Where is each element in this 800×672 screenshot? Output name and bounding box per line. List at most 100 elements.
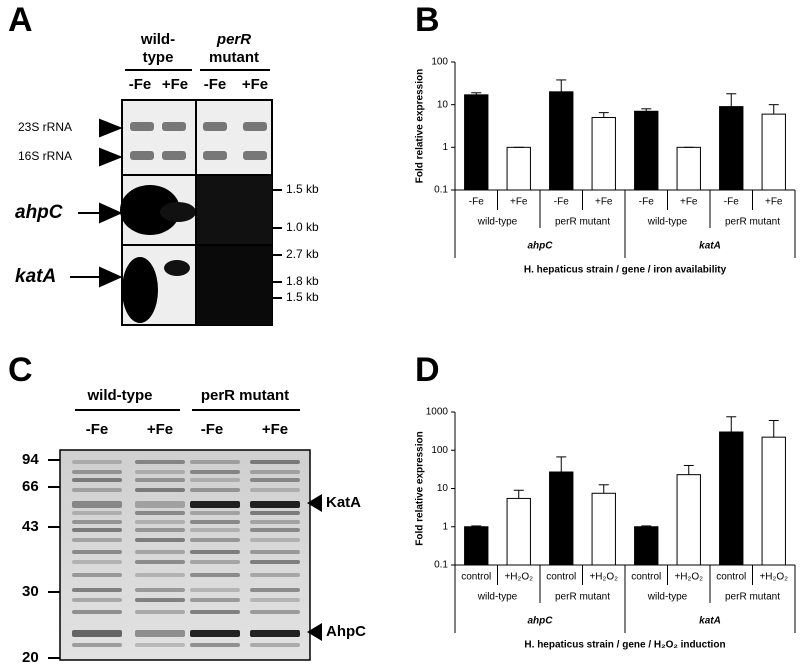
y-axis-label: Fold relative expression [415, 69, 426, 184]
gel-band [72, 598, 122, 602]
row-label: ahpC [15, 202, 63, 223]
group-label: wild- [140, 31, 175, 48]
gene-label: katA [699, 616, 721, 627]
gel-band [250, 501, 300, 508]
northern-blot: wild- type perR mutant -Fe +Fe -Fe +Fe 2… [15, 31, 319, 326]
y-tick-label: 0.1 [434, 560, 448, 571]
gel-band [190, 460, 240, 464]
panel-label: D [415, 351, 440, 389]
gel-band [72, 460, 122, 464]
group-label: type [143, 49, 174, 66]
gene-label: ahpC [528, 241, 554, 252]
panel-label: A [8, 1, 33, 39]
error-bar [598, 112, 609, 118]
gene-label: ahpC [528, 616, 554, 627]
gel-band [72, 520, 122, 524]
gel-band [190, 470, 240, 474]
gel-band [250, 560, 300, 564]
bar [464, 526, 489, 566]
gel-band [72, 560, 122, 564]
bar [591, 492, 616, 566]
gel-band [190, 538, 240, 542]
error-bar [726, 93, 737, 107]
gel-band [250, 643, 300, 647]
x-tick-label: +Fe [510, 197, 528, 208]
gel-band [135, 470, 185, 474]
strain-label: perR mutant [555, 592, 610, 603]
bar [591, 117, 616, 191]
gel-band [72, 511, 122, 515]
gel-band [190, 550, 240, 554]
bar [719, 431, 744, 566]
x-tick-label: +H₂O₂ [759, 572, 788, 583]
gel-band [250, 610, 300, 614]
gel-band [135, 630, 185, 637]
gel-band [190, 630, 240, 637]
gel-band [72, 470, 122, 474]
group-label: perR [216, 31, 251, 48]
strain-label: wild-type [477, 592, 518, 603]
x-tick-label: +Fe [680, 197, 698, 208]
gel-band [190, 501, 240, 508]
error-bar [641, 525, 652, 527]
x-tick-label: control [631, 572, 661, 583]
gel-band [250, 630, 300, 637]
group-label: perR mutant [201, 387, 289, 404]
lane-label: -Fe [201, 421, 224, 438]
strain-label: wild-type [647, 217, 688, 228]
band-label: KatA [326, 494, 361, 511]
lane-label: -Fe [129, 76, 152, 93]
bar [506, 146, 531, 191]
x-tick-label: control [546, 572, 576, 583]
gel-band [135, 573, 185, 577]
y-tick-label: 100 [431, 445, 448, 456]
strain-label: wild-type [647, 592, 688, 603]
size-marker: 66 [22, 478, 39, 495]
gel-band [72, 550, 122, 554]
error-bar [471, 92, 482, 95]
gel-band [190, 588, 240, 592]
strain-label: wild-type [477, 217, 518, 228]
lane-label: +Fe [147, 421, 173, 438]
x-tick-label: -Fe [724, 197, 739, 208]
y-tick-label: 10 [437, 483, 449, 494]
y-tick-label: 1 [442, 521, 448, 532]
y-tick-label: 1000 [426, 407, 449, 418]
gel-band [190, 573, 240, 577]
gel-band [190, 528, 240, 532]
lane-label: +Fe [242, 76, 268, 93]
gel-band [72, 588, 122, 592]
size-marker: 30 [22, 583, 39, 600]
x-axis-label: H. hepaticus strain / gene / H₂O₂ induct… [524, 640, 725, 651]
row-label: 16S rRNA [18, 149, 72, 163]
panel-label: B [415, 1, 440, 39]
y-tick-label: 1 [442, 142, 448, 153]
error-bar [556, 79, 567, 92]
bar [676, 474, 701, 566]
bar [549, 471, 574, 566]
gel-band [250, 460, 300, 464]
error-bar [683, 464, 694, 475]
bar [549, 91, 574, 191]
gel-band [250, 511, 300, 515]
group-label: mutant [209, 49, 259, 66]
error-bar [641, 108, 652, 112]
gel-band [72, 538, 122, 542]
size-marker: 1.5 kb [286, 182, 319, 196]
gel-band [190, 560, 240, 564]
protein-gel: wild-type perR mutant -Fe +Fe -Fe +Fe 94… [22, 387, 366, 666]
gel-band [250, 520, 300, 524]
size-marker: 1.5 kb [286, 290, 319, 304]
panel-label: C [8, 351, 33, 389]
bar [464, 94, 489, 191]
gel-band [135, 550, 185, 554]
gel-band [250, 550, 300, 554]
gene-label: katA [699, 241, 721, 252]
band-label: AhpC [326, 623, 366, 640]
error-bar [513, 489, 524, 499]
row-label: katA [15, 266, 56, 287]
lane-label: +Fe [162, 76, 188, 93]
gel-band [190, 520, 240, 524]
gel-band [190, 511, 240, 515]
